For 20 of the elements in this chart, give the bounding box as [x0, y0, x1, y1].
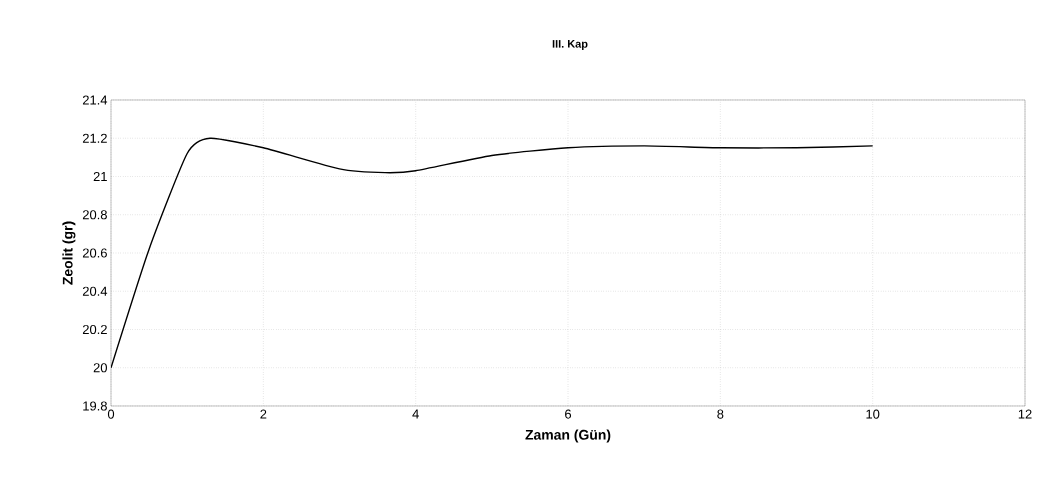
x-tick-label: 4	[412, 409, 419, 419]
x-tick-label: 12	[1018, 409, 1032, 419]
y-tick-label: 20.6	[82, 248, 107, 258]
x-tick-label: 10	[866, 409, 880, 419]
y-tick-label: 21.2	[82, 133, 107, 143]
chart-title: III. Kap	[552, 40, 588, 50]
line-series	[111, 137, 874, 369]
x-tick-label: 6	[565, 409, 572, 419]
y-tick-label: 19.8	[83, 401, 107, 411]
x-axis-title: Zaman (Gün)	[525, 429, 611, 443]
y-tick-label: 20.2	[82, 324, 107, 335]
y-tick-label: 20.4	[82, 286, 108, 296]
x-tick-label: 0	[107, 409, 115, 419]
x-tick-label: 2	[260, 409, 267, 419]
y-axis-title: Zeolit (gr)	[62, 221, 76, 285]
x-tick-label: 8	[717, 409, 724, 419]
y-tick-label: 20.8	[82, 210, 107, 220]
y-tick-label: 21	[93, 171, 107, 182]
y-tick-label: 20	[93, 363, 107, 373]
y-tick-label: 21.4	[82, 95, 108, 105]
